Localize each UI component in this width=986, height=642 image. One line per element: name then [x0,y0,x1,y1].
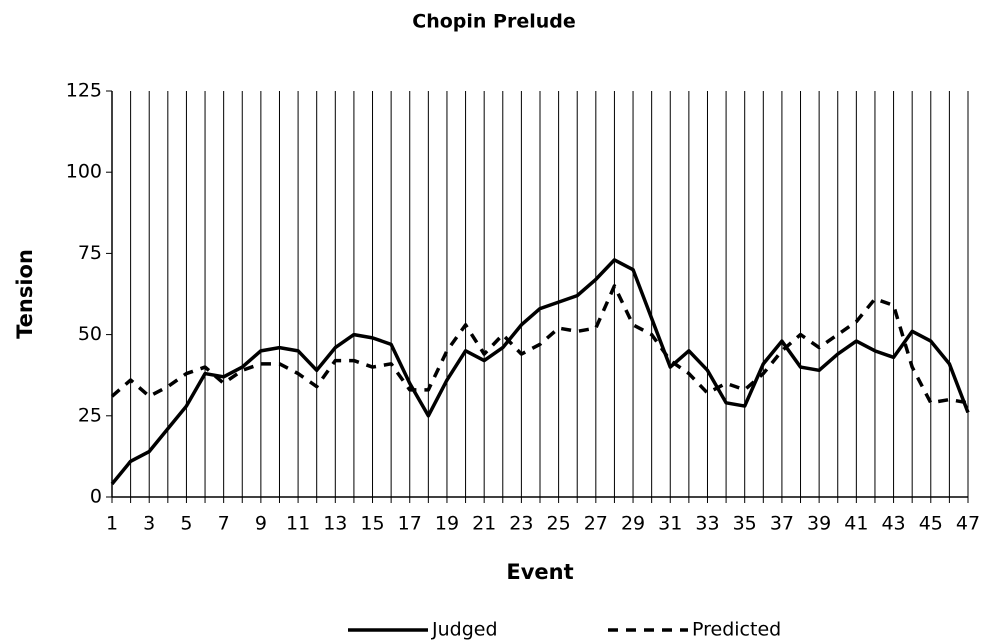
y-tick-label: 100 [66,161,102,183]
x-tick-label: 19 [435,513,459,535]
x-tick-label: 43 [881,513,905,535]
x-tick-label: 17 [398,513,422,535]
chart-title: Chopin Prelude [412,11,576,33]
x-tick-label: 23 [509,513,533,535]
y-tick-label: 75 [78,242,102,264]
x-tick-label: 39 [807,513,831,535]
x-tick-label: 41 [844,513,868,535]
x-tick-label: 33 [695,513,719,535]
x-tick-label: 27 [584,513,608,535]
x-tick-label: 3 [143,513,155,535]
x-tick-label: 5 [180,513,192,535]
x-tick-label: 13 [323,513,347,535]
x-tick-label: 29 [621,513,645,535]
y-tick-label: 50 [78,323,102,345]
x-tick-label: 35 [733,513,757,535]
x-tick-label: 1 [106,513,118,535]
x-axis-title: Event [506,560,573,584]
x-tick-label: 21 [472,513,496,535]
series-line [110,284,969,405]
series-line [110,258,970,486]
x-tick-label: 31 [658,513,682,535]
legend-label: Predicted [692,619,781,641]
x-tick-label: 47 [956,513,980,535]
x-tick-label: 37 [770,513,794,535]
y-tick-label: 25 [78,404,102,426]
y-tick-label: 125 [66,80,102,102]
x-tick-label: 9 [255,513,267,535]
x-tick-label: 15 [360,513,384,535]
legend-label: Judged [431,619,498,641]
y-axis-title: Tension [13,249,37,339]
x-tick-label: 25 [547,513,571,535]
y-tick-label: 0 [90,486,102,508]
x-tick-label: 45 [919,513,943,535]
x-tick-label: 7 [218,513,230,535]
x-tick-label: 11 [286,513,310,535]
